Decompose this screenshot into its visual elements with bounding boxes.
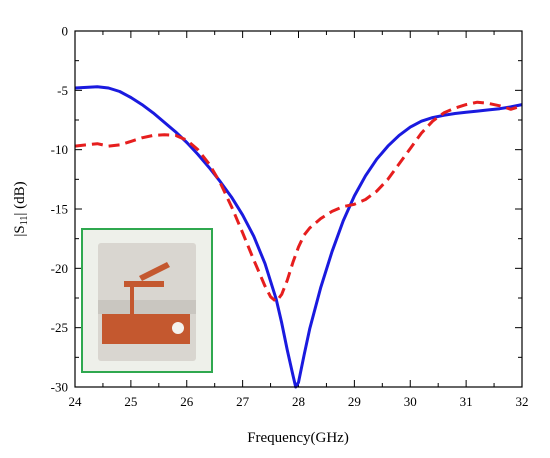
- x-tick-label: 27: [236, 394, 250, 409]
- x-tick-label: 30: [404, 394, 417, 409]
- inset-feed-line: [130, 283, 134, 315]
- y-tick-label: -10: [51, 142, 68, 157]
- y-axis-label-rest: | (dB): [12, 181, 28, 215]
- x-tick-label: 28: [292, 394, 305, 409]
- x-ticks: 24 25 26 27 28 29 30 31 32: [69, 31, 529, 409]
- x-tick-label: 26: [180, 394, 194, 409]
- inset-patch-stub: [139, 262, 170, 281]
- y-tick-label: -20: [51, 261, 68, 276]
- antenna-photo-inset: [81, 228, 213, 373]
- y-ticks: 0 -5 -10 -15 -20 -25 -30: [51, 24, 522, 395]
- x-axis-label: Frequency(GHz): [247, 430, 349, 446]
- inset-substrate-shadow: [98, 300, 196, 314]
- y-tick-label: -25: [51, 320, 68, 335]
- inset-mounting-hole: [172, 322, 184, 334]
- y-axis-label-main: |S: [12, 225, 28, 236]
- y-tick-label: -30: [51, 380, 68, 395]
- plot-frame: [74, 30, 523, 388]
- x-tick-label: 32: [516, 394, 529, 409]
- x-tick-label: 24: [69, 394, 83, 409]
- y-tick-label: -5: [57, 83, 68, 98]
- y-axis-label: |S11| (dB): [12, 181, 30, 236]
- y-tick-label: -15: [51, 202, 68, 217]
- x-tick-label: 31: [460, 394, 473, 409]
- series-line-dashed-red: [74, 100, 523, 304]
- x-tick-label: 29: [348, 394, 361, 409]
- inset-patch-bar: [124, 281, 164, 287]
- x-tick-label: 25: [124, 394, 137, 409]
- y-tick-label: 0: [62, 24, 69, 39]
- y-axis-label-sub: 11: [19, 216, 30, 226]
